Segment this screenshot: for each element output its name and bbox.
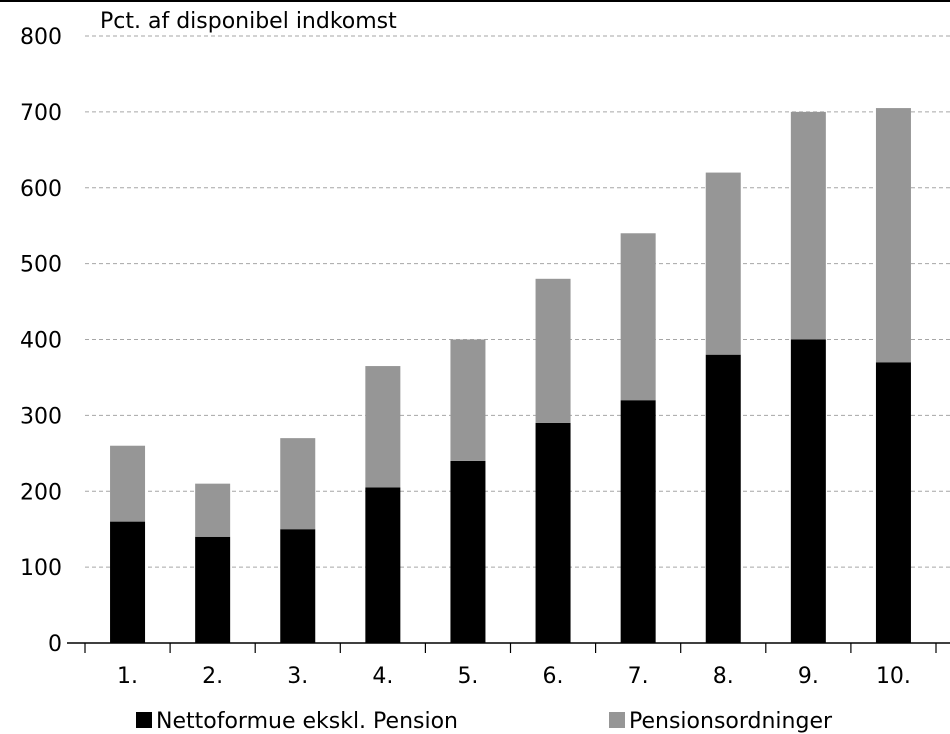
y-tick-label: 300 <box>20 404 62 429</box>
legend-swatch-pensionsordninger <box>609 712 625 728</box>
y-axis-label: Pct. af disponibel indkomst <box>100 9 397 34</box>
bar-pensionsordninger <box>365 366 401 488</box>
bars <box>110 108 911 643</box>
legend: Nettoformue ekskl. Pension Pensionsordni… <box>136 709 833 734</box>
bar-nettoformue <box>535 422 571 643</box>
x-tick-label: 10. <box>876 664 911 689</box>
x-tick-label: 8. <box>713 664 734 689</box>
bar-pensionsordninger <box>450 339 486 461</box>
y-tick-label: 800 <box>20 25 62 50</box>
x-tick-label: 1. <box>117 664 138 689</box>
y-tick-label: 700 <box>20 101 62 126</box>
x-tick-label: 5. <box>457 664 478 689</box>
bar-nettoformue <box>620 400 656 643</box>
x-tick-label: 6. <box>543 664 564 689</box>
legend-swatch-nettoformue <box>136 712 152 728</box>
bar-nettoformue <box>365 487 401 643</box>
x-tick-label: 2. <box>202 664 223 689</box>
legend-label-nettoformue: Nettoformue ekskl. Pension <box>156 709 458 734</box>
bar-nettoformue <box>705 354 741 643</box>
bar-nettoformue <box>790 339 826 643</box>
x-tick-label: 3. <box>287 664 308 689</box>
bar-pensionsordninger <box>620 233 656 401</box>
bar-pensionsordninger <box>110 445 146 522</box>
bar-nettoformue <box>450 460 486 643</box>
x-tick-label: 4. <box>372 664 393 689</box>
bar-pensionsordninger <box>195 483 231 537</box>
bar-pensionsordninger <box>875 108 911 363</box>
bar-pensionsordninger <box>535 278 571 423</box>
y-tick-label: 100 <box>20 556 62 581</box>
y-tick-label: 600 <box>20 177 62 202</box>
axes <box>67 642 950 653</box>
bar-nettoformue <box>280 529 316 643</box>
y-tick-label: 0 <box>48 632 62 657</box>
y-tick-label: 500 <box>20 253 62 278</box>
y-tick-labels: 0 100 200 300 400 500 600 700 800 <box>20 25 62 657</box>
bar-nettoformue <box>195 536 231 643</box>
bar-nettoformue <box>875 362 911 643</box>
legend-label-pensionsordninger: Pensionsordninger <box>629 709 833 734</box>
y-tick-label: 200 <box>20 480 62 505</box>
x-tick-label: 7. <box>628 664 649 689</box>
bar-pensionsordninger <box>790 111 826 340</box>
x-tick-labels: 1. 2. 3. 4. 5. 6. 7. 8. 9. 10. <box>117 664 911 689</box>
bar-pensionsordninger <box>705 172 741 355</box>
bar-nettoformue <box>110 521 146 643</box>
bar-pensionsordninger <box>280 438 316 530</box>
y-tick-label: 400 <box>20 329 62 354</box>
x-tick-label: 9. <box>798 664 819 689</box>
